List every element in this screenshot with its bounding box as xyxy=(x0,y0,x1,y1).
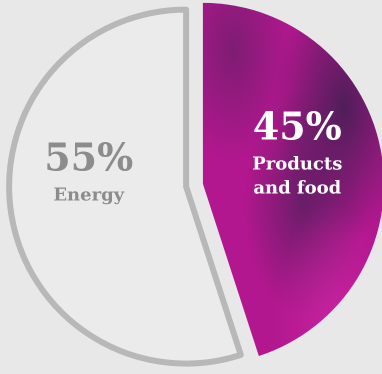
pie-slice xyxy=(6,6,244,367)
slice-category-label: and food xyxy=(253,178,341,199)
slice-value-label: 45% xyxy=(253,104,342,149)
pie-slice-group xyxy=(6,6,244,367)
slice-category-label: Products xyxy=(252,154,342,175)
slice-category-label: Energy xyxy=(53,185,124,206)
slice-value-label: 55% xyxy=(44,135,133,180)
